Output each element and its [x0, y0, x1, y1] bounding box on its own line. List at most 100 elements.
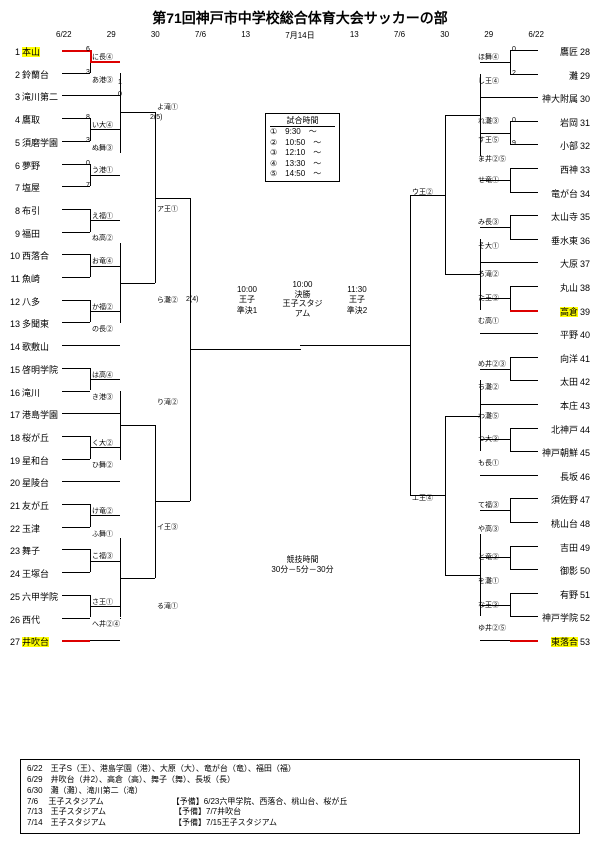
team-left: 14歌敷山 — [6, 340, 49, 353]
team-left: 21友が丘 — [6, 499, 49, 512]
team-left: 19星和台 — [6, 454, 49, 467]
r1-label-left: へ井②④ — [92, 619, 120, 629]
r1-label-right: わ灘⑤ — [478, 411, 499, 421]
r1-label-left: お竜④ — [92, 256, 113, 266]
round-dates: 6/2229307/6137月14日137/630296/22 — [50, 30, 550, 41]
team-right: 神大附属30 — [542, 92, 594, 105]
team-right: 本庄43 — [560, 399, 594, 412]
team-left: 5須磨学園 — [6, 136, 58, 149]
team-right: 丸山38 — [560, 281, 594, 294]
score: 6 — [86, 46, 90, 53]
team-right: 吉田49 — [560, 541, 594, 554]
team-right: 須佐野47 — [551, 493, 594, 506]
team-left: 7塩屋 — [6, 181, 40, 194]
r1-label-right: れ灘③ — [478, 116, 499, 126]
r2-label-right: ウ王② — [412, 187, 433, 197]
team-right: 太田42 — [560, 375, 594, 388]
team-left: 17港島学園 — [6, 408, 58, 421]
r1-label-right: め井②③ — [478, 359, 506, 369]
r1-label-left: さ王① — [92, 597, 113, 607]
team-right: 高倉39 — [560, 305, 594, 318]
team-left: 9福田 — [6, 227, 40, 240]
r1-label-right: ち灘② — [478, 382, 499, 392]
r1-label-right: た王② — [478, 293, 499, 303]
r1-label-left: き港③ — [92, 392, 113, 402]
r1-label-right: し王④ — [478, 76, 499, 86]
r1-label-left: か福② — [92, 302, 113, 312]
team-left: 13多聞東 — [6, 317, 49, 330]
r1-label-left: あ港③ — [92, 75, 113, 85]
r1-label-left: ふ舞① — [92, 529, 113, 539]
team-left: 4鷹取 — [6, 113, 40, 126]
r1-label-right: ほ舞④ — [478, 52, 499, 62]
team-right: 神戸学院52 — [542, 611, 594, 624]
score: 9 — [512, 140, 516, 147]
score: 2(4) — [186, 296, 198, 303]
r2-label-left: ら灘② — [157, 295, 178, 305]
team-left: 15啓明学院 — [6, 363, 58, 376]
team-right: 西神33 — [560, 163, 594, 176]
r1-label-left: ひ舞② — [92, 460, 113, 470]
team-left: 8布引 — [6, 204, 40, 217]
score: 2(5) — [150, 114, 162, 121]
r1-label-right: そ大① — [478, 241, 499, 251]
team-left: 24王塚台 — [6, 567, 49, 580]
r1-label-left: ね高② — [92, 233, 113, 243]
score: 0 — [86, 160, 90, 167]
time-box: 試合時間 ① 9:30 ～② 10:50 ～③ 12:10 ～④ 13:30 ～… — [265, 113, 340, 182]
r1-label-left: え福① — [92, 211, 113, 221]
team-right: 御影50 — [560, 564, 594, 577]
team-left: 12八多 — [6, 295, 40, 308]
r1-label-right: な王③ — [478, 600, 499, 610]
team-left: 10西落合 — [6, 249, 49, 262]
team-left: 25六甲学院 — [6, 590, 58, 603]
team-right: 東落合53 — [551, 635, 594, 648]
r1-label-right: む高① — [478, 316, 499, 326]
team-right: 岩岡31 — [560, 116, 594, 129]
r1-label-right: ろ滝② — [478, 269, 499, 279]
score: 3 — [86, 69, 90, 76]
team-right: 竜が台34 — [551, 187, 594, 200]
r1-label-right: ゆ井②⑤ — [478, 623, 506, 633]
team-left: 3滝川第二 — [6, 90, 58, 103]
team-right: 太山寺35 — [551, 210, 594, 223]
team-right: 神戸朝鮮45 — [542, 446, 594, 459]
r1-label-left: ぬ舞③ — [92, 143, 113, 153]
r1-label-right: せ竜① — [478, 175, 499, 185]
team-left: 20星陵台 — [6, 476, 49, 489]
team-right: 向洋41 — [560, 352, 594, 365]
team-left: 2鈴蘭台 — [6, 68, 49, 81]
score: 8 — [86, 114, 90, 121]
r1-label-left: く大② — [92, 438, 113, 448]
r1-label-left: に長④ — [92, 52, 113, 62]
team-left: 22玉津 — [6, 522, 40, 535]
score: 2 — [512, 70, 516, 77]
r2-label-left: ア王① — [157, 204, 178, 214]
team-left: 6夢野 — [6, 159, 40, 172]
score: 0 — [118, 91, 122, 98]
r1-label-right: み長③ — [478, 217, 499, 227]
team-left: 16滝川 — [6, 386, 40, 399]
team-right: 大原37 — [560, 257, 594, 270]
r1-label-left: こ福③ — [92, 551, 113, 561]
r1-label-right: す王⑤ — [478, 135, 499, 145]
team-left: 26西代 — [6, 613, 40, 626]
team-left: 11魚崎 — [6, 272, 40, 285]
r2-label-right: エ王④ — [412, 493, 433, 503]
team-right: 長坂46 — [560, 470, 594, 483]
r1-label-right: も長① — [478, 458, 499, 468]
score: 3 — [86, 137, 90, 144]
r1-label-right: と竜③ — [478, 552, 499, 562]
team-right: 北神戸44 — [551, 423, 594, 436]
score: 0 — [512, 117, 516, 124]
score: 0 — [512, 46, 516, 53]
r1-label-right: を灘① — [478, 576, 499, 586]
team-left: 18桜が丘 — [6, 431, 49, 444]
r2-label-left: り滝② — [157, 397, 178, 407]
team-right: 桃山台48 — [551, 517, 594, 530]
r1-label-right: つ大③ — [478, 434, 499, 444]
team-left: 1本山 — [6, 45, 40, 58]
r1-label-right: や高③ — [478, 524, 499, 534]
team-left: 27井吹台 — [6, 635, 49, 648]
comp-time: 競技時間 30分－5分－30分 — [260, 555, 345, 574]
